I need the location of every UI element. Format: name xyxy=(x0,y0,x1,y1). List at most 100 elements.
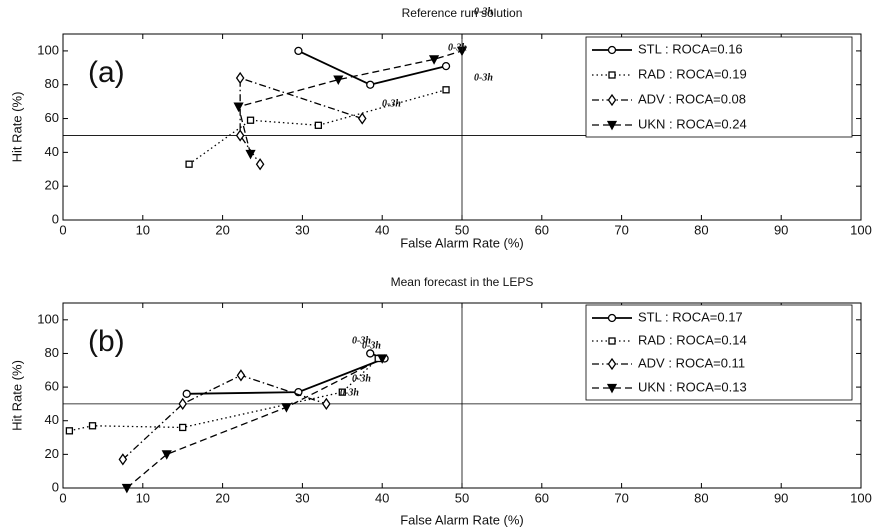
legend-marker xyxy=(607,93,617,107)
marker xyxy=(456,46,468,57)
y-tick-label: 20 xyxy=(45,178,59,193)
marker xyxy=(161,450,172,460)
x-tick-label: 20 xyxy=(215,490,229,505)
marker xyxy=(185,160,193,168)
x-tick-label: 30 xyxy=(295,490,309,505)
marker xyxy=(428,55,440,65)
marker xyxy=(322,397,331,411)
x-tick-label: 0 xyxy=(59,222,66,237)
legend-marker xyxy=(608,337,616,345)
x-tick-label: 60 xyxy=(535,490,549,505)
marker xyxy=(366,80,375,89)
marker xyxy=(281,403,292,413)
x-tick-label: 30 xyxy=(295,222,309,237)
panel-label: (a) xyxy=(88,56,125,89)
annotation: 0-3h xyxy=(448,42,467,53)
x-tick-label: 70 xyxy=(614,490,628,505)
x-tick-label: 50 xyxy=(455,222,469,237)
legend-label: STL : ROCA=0.17 xyxy=(638,309,743,324)
y-tick-label: 100 xyxy=(37,311,59,326)
marker xyxy=(121,483,132,494)
chart-title: Mean forecast in the LEPS xyxy=(391,275,534,289)
marker xyxy=(442,86,450,94)
y-tick-label: 80 xyxy=(45,345,59,360)
annotation: 0-3h xyxy=(382,98,401,109)
x-tick-label: 40 xyxy=(375,490,389,505)
x-tick-label: 0 xyxy=(59,490,66,505)
legend-box xyxy=(585,36,853,138)
series-line xyxy=(237,50,463,155)
y-tick-label: 100 xyxy=(37,42,59,57)
x-tick-label: 70 xyxy=(614,222,628,237)
y-tick-label: 0 xyxy=(52,479,59,494)
marker xyxy=(235,129,245,142)
series-line xyxy=(298,50,447,86)
y-axis-label: Hit Rate (%) xyxy=(9,92,24,163)
y-tick-label: 20 xyxy=(45,446,59,461)
marker xyxy=(178,397,187,411)
y-tick-label: 0 xyxy=(52,211,59,226)
annotation: 0-3h xyxy=(474,6,493,17)
chart-title: Reference run solution xyxy=(402,6,523,20)
legend-label: UKN : ROCA=0.13 xyxy=(638,379,747,394)
marker xyxy=(65,427,74,435)
y-tick-label: 80 xyxy=(45,76,59,91)
annotation: 0-3h xyxy=(352,335,371,346)
marker xyxy=(357,112,367,125)
marker xyxy=(294,46,303,56)
legend-label: STL : ROCA=0.16 xyxy=(638,41,743,56)
annotation: 0-3h xyxy=(352,373,371,384)
series-line xyxy=(126,357,383,489)
x-tick-label: 40 xyxy=(375,222,389,237)
x-tick-label: 60 xyxy=(535,222,549,237)
marker xyxy=(246,116,255,124)
y-tick-label: 40 xyxy=(45,144,59,159)
series-line xyxy=(239,77,363,165)
annotation: 0-3h xyxy=(362,340,381,351)
marker xyxy=(88,422,97,430)
series-line xyxy=(69,358,379,432)
legend-label: RAD : ROCA=0.19 xyxy=(638,66,747,81)
annotation: 0-3h xyxy=(340,387,359,398)
marker xyxy=(235,71,245,85)
legend-label: UKN : ROCA=0.24 xyxy=(638,116,747,131)
x-tick-label: 50 xyxy=(455,490,469,505)
x-axis-label: False Alarm Rate (%) xyxy=(400,235,524,250)
legend-label: RAD : ROCA=0.14 xyxy=(638,332,747,347)
x-tick-label: 10 xyxy=(136,490,150,505)
x-tick-label: 100 xyxy=(850,490,872,505)
y-tick-label: 60 xyxy=(45,110,59,125)
marker xyxy=(236,369,246,382)
marker xyxy=(314,121,323,129)
x-tick-label: 90 xyxy=(774,490,788,505)
x-tick-label: 20 xyxy=(215,222,229,237)
panel-label: (b) xyxy=(88,325,125,358)
y-tick-label: 40 xyxy=(45,412,59,427)
marker xyxy=(179,423,187,432)
y-axis-label: Hit Rate (%) xyxy=(9,360,24,431)
series-line xyxy=(122,374,327,460)
marker xyxy=(255,158,265,171)
legend-box xyxy=(585,304,853,401)
legend-label: ADV : ROCA=0.08 xyxy=(638,91,746,106)
x-tick-label: 90 xyxy=(774,222,788,237)
legend-marker xyxy=(608,71,616,79)
marker xyxy=(441,61,451,71)
y-tick-label: 60 xyxy=(45,379,59,394)
legend-marker xyxy=(607,45,617,55)
marker xyxy=(118,453,128,466)
marker xyxy=(245,149,256,160)
legend-marker xyxy=(606,120,618,131)
x-axis-label: False Alarm Rate (%) xyxy=(400,512,524,527)
x-tick-label: 10 xyxy=(136,222,150,237)
legend-marker xyxy=(607,357,617,371)
x-tick-label: 100 xyxy=(850,222,872,237)
marker xyxy=(182,389,191,398)
marker xyxy=(377,354,388,364)
x-tick-label: 80 xyxy=(694,222,708,237)
marker xyxy=(333,75,344,86)
x-tick-label: 80 xyxy=(694,490,708,505)
legend-marker xyxy=(606,383,618,394)
marker xyxy=(233,102,244,113)
